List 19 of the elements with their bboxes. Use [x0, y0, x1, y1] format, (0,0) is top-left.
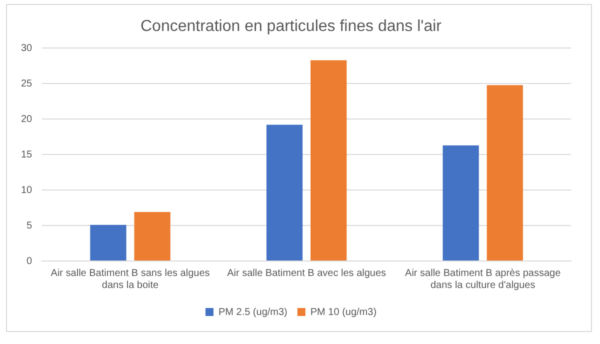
x-tick-label: Air salle Batiment B avec les algues: [227, 268, 386, 279]
y-tick-label: 25: [21, 78, 33, 90]
y-tick-label: 20: [21, 114, 33, 125]
y-tick-label: 30: [21, 42, 33, 54]
bar: [134, 212, 170, 260]
y-tick-label: 15: [21, 149, 33, 160]
legend-label: PM 10 (ug/m3): [310, 306, 377, 318]
y-tick-label: 0: [26, 256, 33, 267]
x-tick-label: Air salle Batiment B après passage dans la culture d'algues: [405, 268, 562, 291]
y-tick-label: 5: [26, 220, 33, 232]
bar: [310, 60, 347, 260]
bar: [266, 124, 303, 260]
y-tick-label: 10: [21, 184, 33, 196]
legend-label: PM 2.5 (ug/m3): [218, 306, 288, 318]
x-tick-label: Air salle Batiment B sans les algues dans la boite: [50, 268, 210, 291]
bar: [486, 85, 523, 260]
chart-title: Concentration en particules fines dans l'air: [140, 18, 442, 36]
bar: [90, 224, 126, 260]
bar: [442, 145, 479, 260]
